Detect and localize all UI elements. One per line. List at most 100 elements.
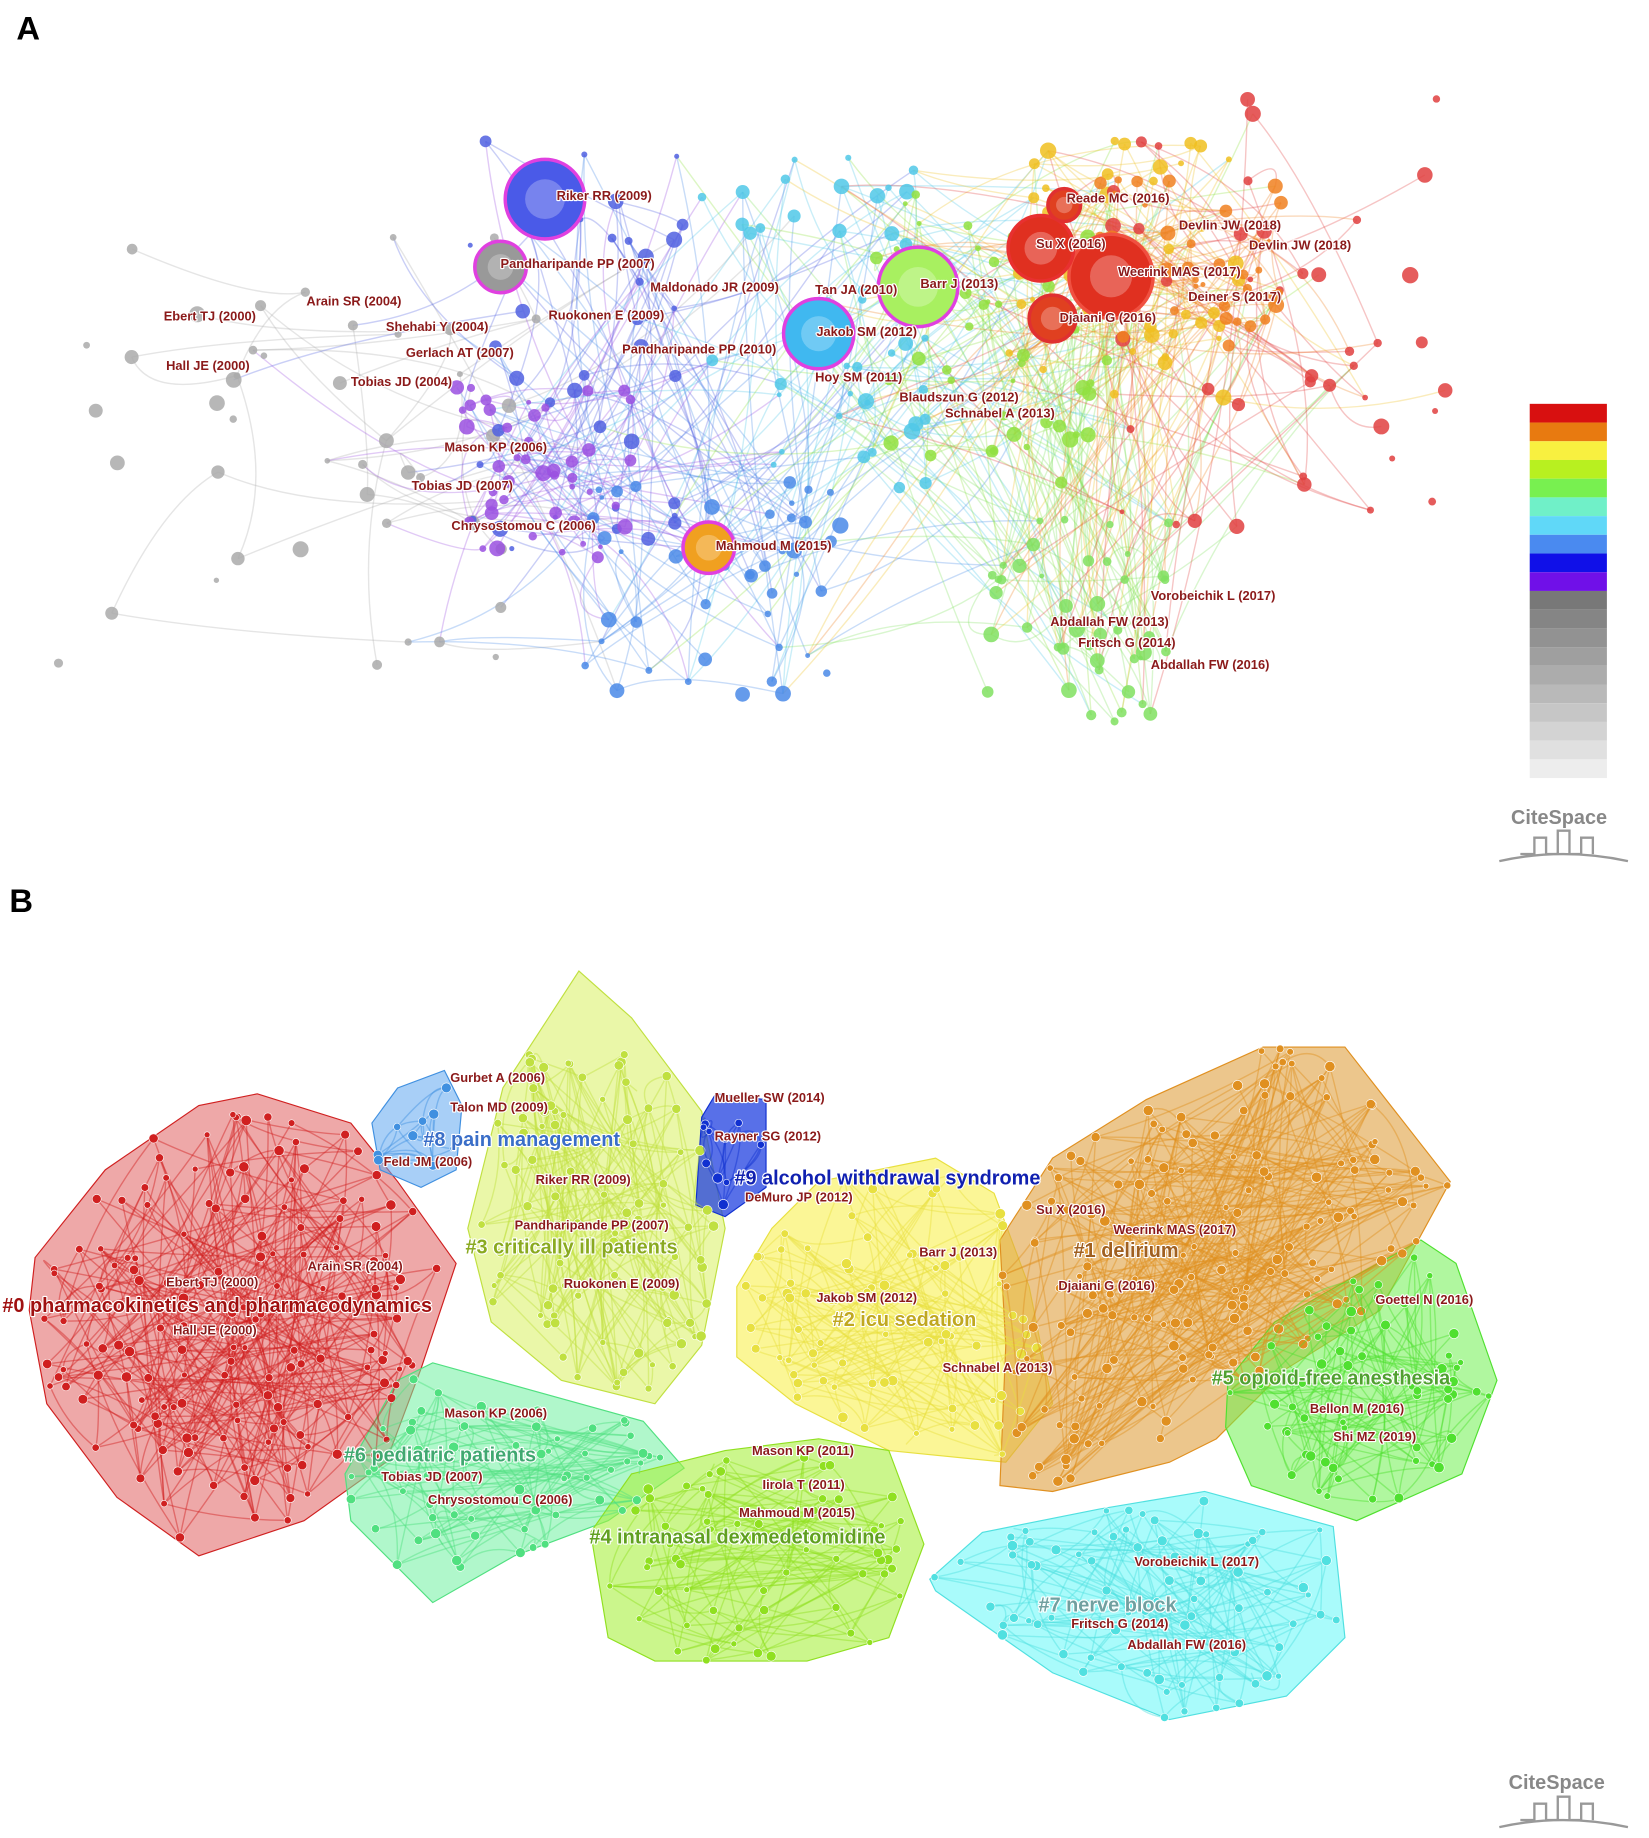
node (635, 277, 644, 286)
node (1215, 389, 1232, 406)
edge (1066, 1209, 1280, 1330)
node (389, 233, 397, 241)
node (466, 383, 476, 392)
edge (1105, 1510, 1158, 1603)
edge (186, 1437, 309, 1452)
color-key (1529, 703, 1607, 722)
edge (1066, 1209, 1351, 1218)
node (669, 369, 682, 383)
node (564, 1059, 572, 1067)
node (1025, 1537, 1035, 1547)
edge (300, 1416, 349, 1436)
edge (461, 387, 502, 550)
edge (1382, 1324, 1400, 1499)
edge (784, 1233, 942, 1343)
edge (686, 1498, 840, 1626)
edge (194, 1141, 297, 1438)
edge (1275, 304, 1366, 399)
edge (153, 1306, 256, 1325)
node (269, 1250, 277, 1258)
edge (1260, 1289, 1360, 1386)
edge (625, 1224, 682, 1345)
edge (1154, 1262, 1313, 1286)
edge (857, 325, 1151, 369)
node (1299, 472, 1308, 481)
node (312, 1399, 323, 1409)
edge (417, 1450, 458, 1561)
node (1437, 383, 1453, 398)
edge (1156, 1601, 1240, 1704)
edge (892, 1379, 953, 1430)
node (495, 1247, 506, 1258)
edge (481, 1183, 664, 1226)
node (528, 532, 537, 541)
edge (1163, 1324, 1245, 1380)
node (129, 1264, 139, 1275)
node (211, 1203, 221, 1214)
node (1178, 1363, 1189, 1374)
node (416, 473, 425, 482)
node (1432, 407, 1439, 414)
node (449, 380, 465, 395)
node (1275, 1672, 1282, 1680)
node (1254, 1365, 1265, 1376)
edge (702, 1210, 709, 1304)
edge (497, 429, 594, 519)
edge (428, 1474, 568, 1485)
node (804, 485, 813, 494)
edge (396, 1534, 476, 1566)
edge (1151, 1096, 1327, 1195)
node (394, 330, 402, 338)
node (1443, 1394, 1453, 1404)
node (1008, 1310, 1018, 1320)
edge (1247, 1543, 1327, 1562)
node (618, 384, 631, 397)
edge (1246, 1048, 1281, 1331)
node (872, 1547, 884, 1558)
edge (628, 240, 713, 361)
node (1138, 1510, 1147, 1518)
edge (1049, 614, 1078, 649)
node (430, 1528, 442, 1540)
node (1297, 1582, 1309, 1593)
edge (723, 1460, 740, 1629)
node (961, 1316, 972, 1327)
node (1415, 336, 1428, 349)
edge (669, 1509, 814, 1545)
node (782, 1568, 791, 1577)
edge (532, 1108, 677, 1161)
edge (841, 185, 1115, 194)
node (1384, 1186, 1392, 1194)
edge (841, 1287, 873, 1364)
node (1163, 243, 1174, 255)
edge (267, 1288, 376, 1396)
node (183, 1447, 194, 1458)
edge (638, 1494, 709, 1620)
edge (907, 1193, 934, 1322)
node-label: Abdallah FW (2013) (1050, 614, 1169, 629)
node-label: Hall JE (2000) (173, 1323, 257, 1338)
node (1149, 1515, 1160, 1526)
edge (255, 1295, 343, 1321)
edge (1106, 1589, 1268, 1677)
node (1289, 1619, 1298, 1628)
node (550, 1191, 561, 1202)
edge (531, 1159, 696, 1338)
node-label: Maldonado JR (2009) (650, 279, 779, 294)
edge (137, 1120, 247, 1429)
edge (615, 1225, 715, 1387)
node (734, 1623, 744, 1633)
edge (1147, 1158, 1342, 1172)
edge (720, 1470, 893, 1498)
edge (1175, 304, 1277, 525)
edge (162, 1282, 183, 1404)
edge (911, 333, 1174, 432)
edge (243, 1307, 270, 1443)
edge (1187, 1300, 1338, 1324)
node (887, 1564, 897, 1574)
hub-node (503, 157, 587, 241)
edge (1012, 1543, 1249, 1551)
edge (1062, 1536, 1115, 1655)
edge (1049, 1167, 1135, 1318)
edge (1147, 1201, 1403, 1319)
